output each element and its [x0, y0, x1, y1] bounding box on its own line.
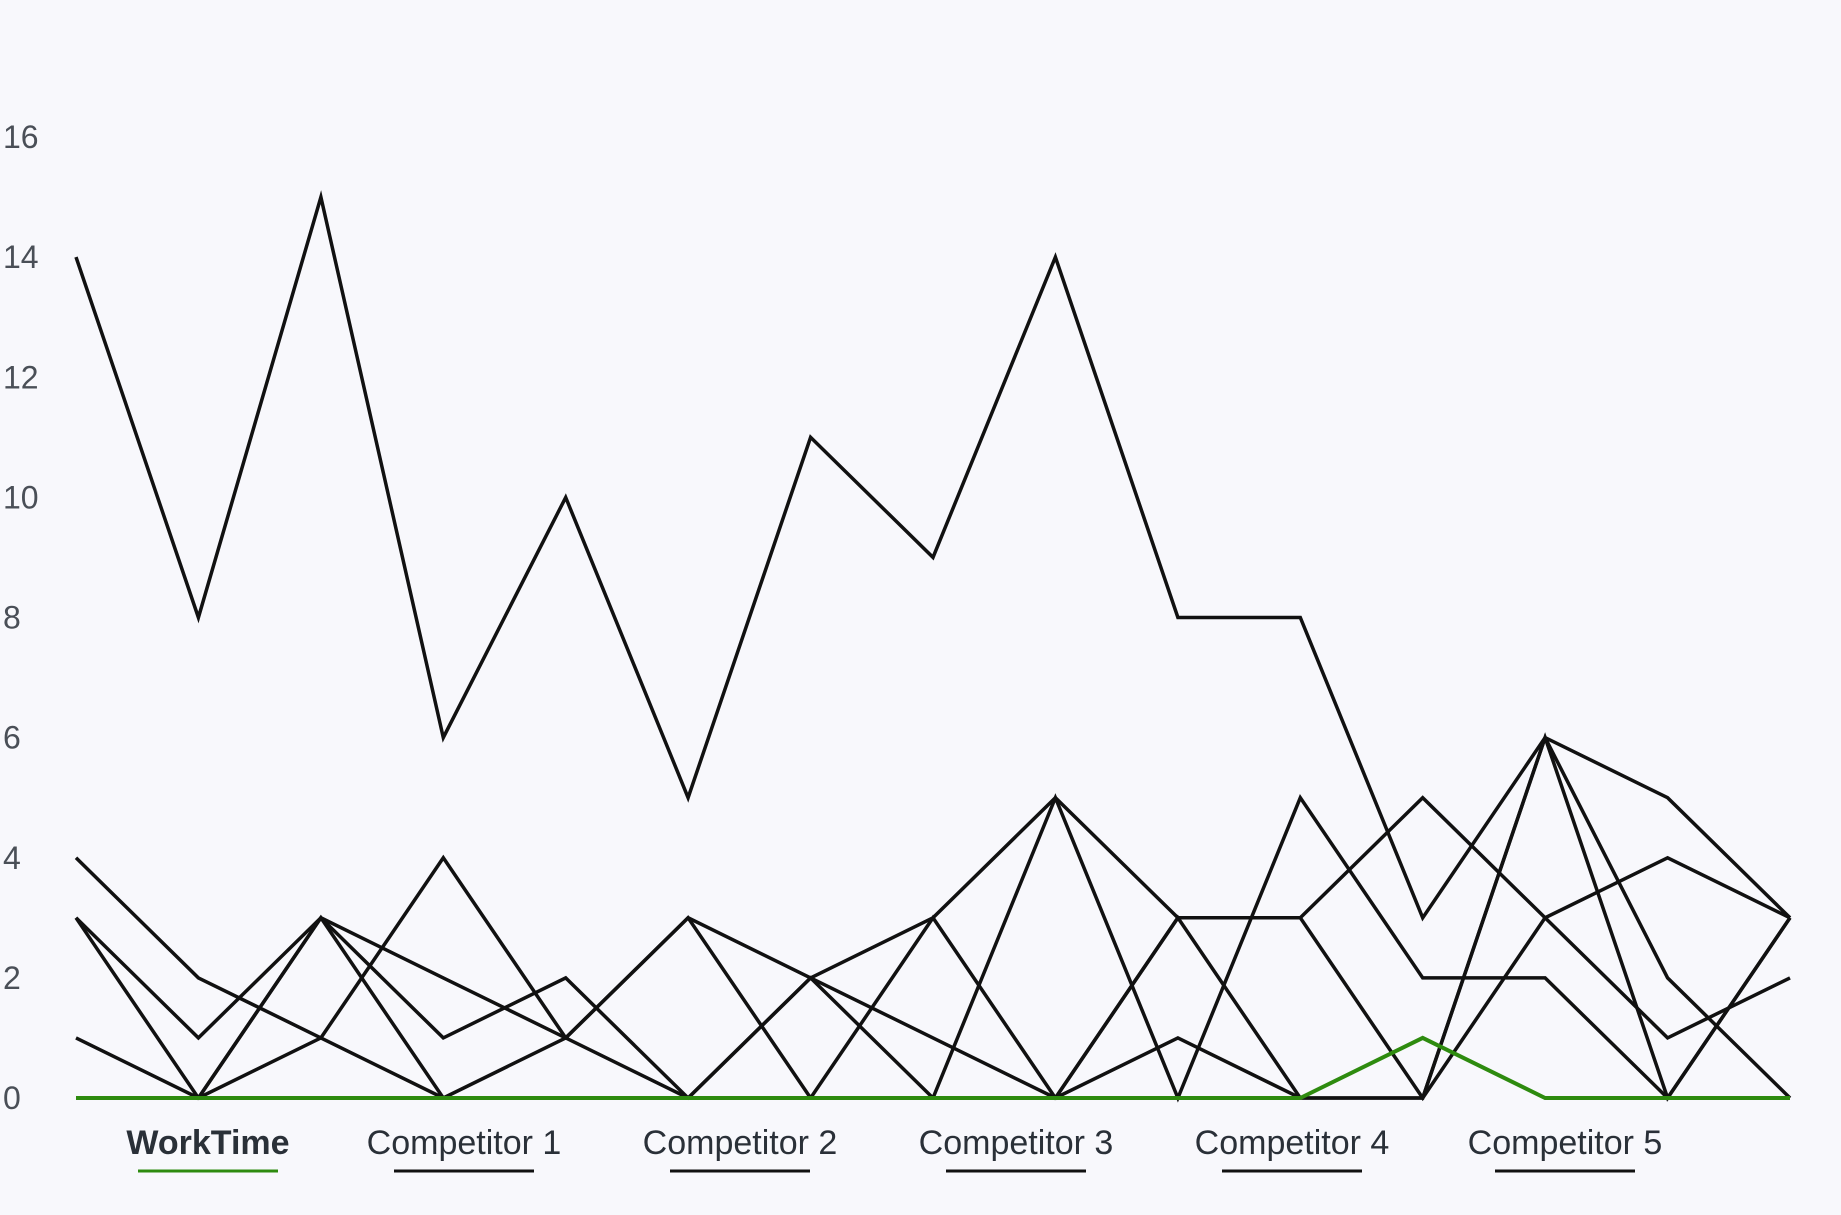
y-axis: 0 2 4 6 8 10 12 14 16 [3, 119, 39, 1116]
series-line-competitor-1 [74, 190, 1792, 922]
series-line-competitor-5 [75, 793, 1792, 1103]
series-line-worktime [76, 1035, 1790, 1100]
legend-label-competitor-1[interactable]: Competitor 1 [367, 1124, 562, 1162]
legend-label-competitor-4[interactable]: Competitor 4 [1195, 1124, 1390, 1162]
legend-label-competitor-2[interactable]: Competitor 2 [643, 1124, 838, 1162]
legend-label-worktime[interactable]: WorkTime [126, 1124, 289, 1162]
y-tick-label: 6 [3, 720, 21, 756]
series-line-competitor-2 [74, 795, 1791, 1101]
legend-label-competitor-3[interactable]: Competitor 3 [919, 1124, 1114, 1162]
series-layer [74, 190, 1792, 1103]
y-tick-label: 8 [3, 600, 21, 636]
y-tick-label: 4 [3, 840, 21, 876]
legend-label-competitor-5[interactable]: Competitor 5 [1468, 1124, 1663, 1162]
y-tick-label: 12 [3, 359, 39, 395]
y-tick-label: 0 [3, 1080, 21, 1116]
y-tick-label: 2 [3, 960, 21, 996]
y-tick-label: 16 [3, 119, 39, 155]
series-line-competitor-4 [74, 795, 1791, 1102]
y-tick-label: 14 [3, 239, 39, 275]
legend: WorkTime Competitor 1 Competitor 2 Competit… [126, 1124, 1663, 1173]
y-tick-label: 10 [3, 479, 39, 515]
